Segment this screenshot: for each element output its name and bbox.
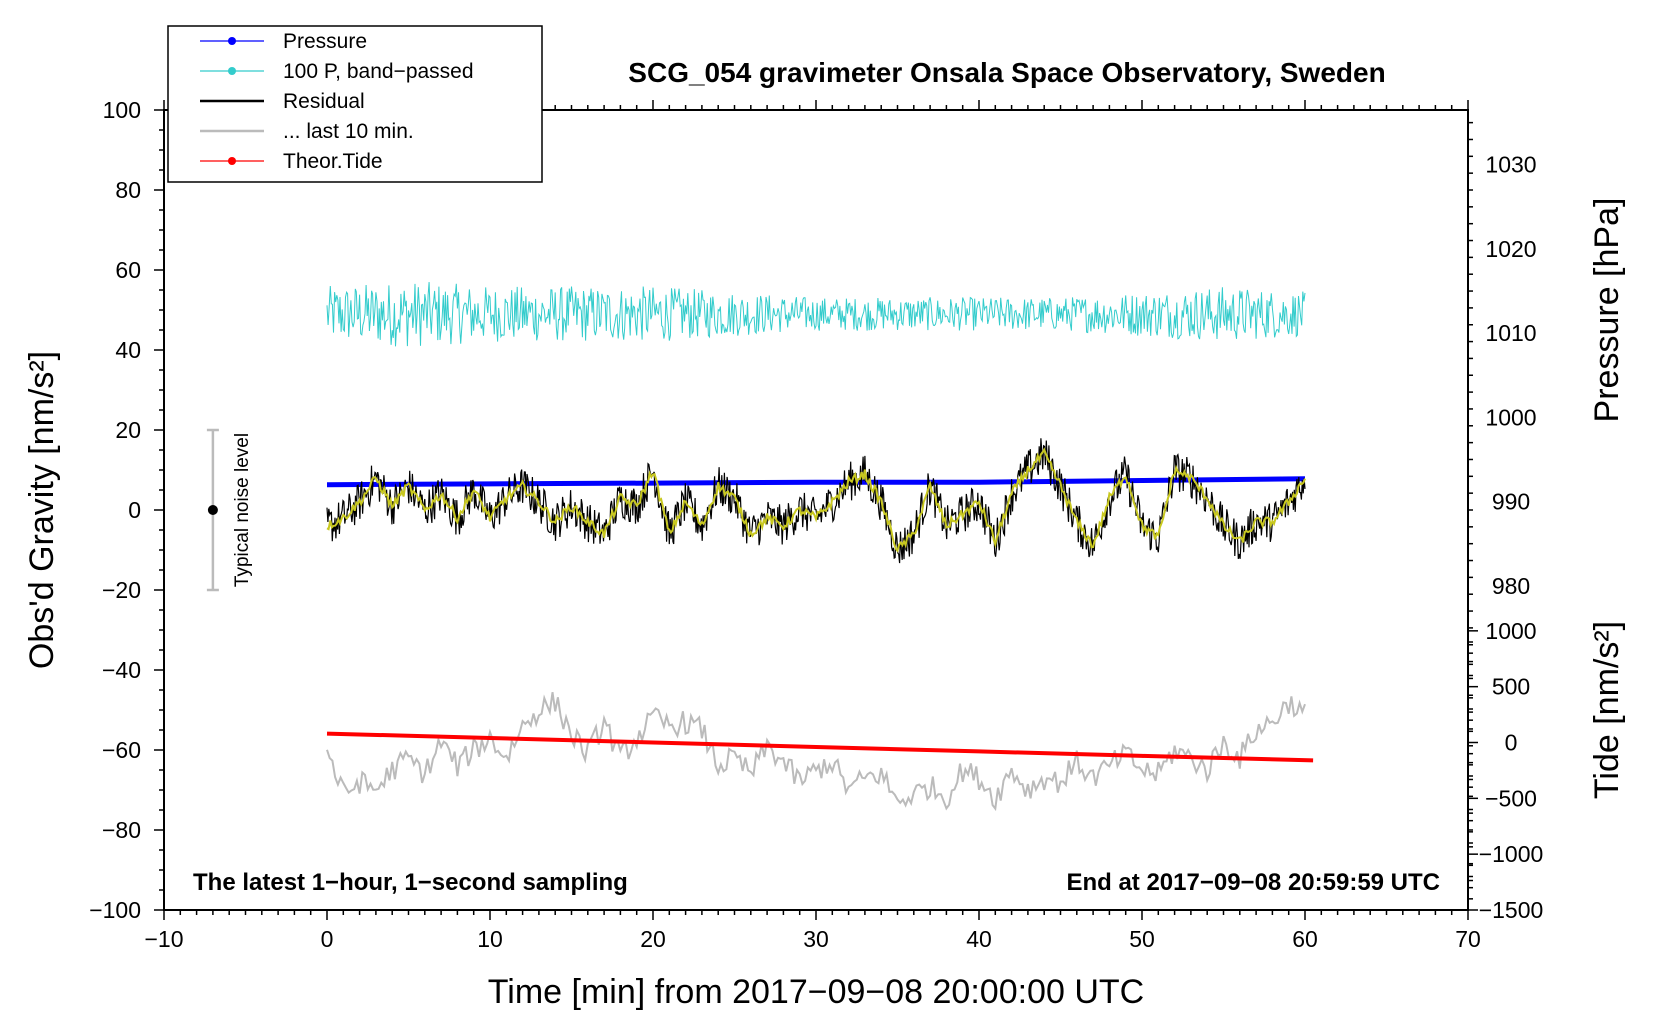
pressure-tick-labels: 1030 1020 1010 1000 990 980 (1485, 152, 1536, 599)
noise-level-label: Typical noise level (232, 433, 253, 587)
y-tick-label: 0 (128, 497, 141, 523)
tide-line (326, 731, 1314, 763)
y-tick-label: 20 (115, 417, 141, 443)
tide-tick-label: −1000 (1479, 841, 1544, 867)
chart-title: SCG_054 gravimeter Onsala Space Observat… (628, 57, 1385, 88)
series-pressure (326, 476, 1306, 488)
y-axis-title-pressure: Pressure [hPa] (1588, 198, 1626, 423)
legend-label: Residual (283, 90, 365, 113)
x-axis-title: Time [min] from 2017−09−08 20:00:00 UTC (488, 973, 1144, 1011)
legend-label: Pressure (283, 30, 367, 53)
tide-tick-label: −500 (1485, 785, 1537, 811)
pressure-tick-label: 980 (1492, 573, 1530, 599)
tide-tick-label: 0 (1505, 730, 1518, 756)
x-tick-labels: −10 0 10 20 30 40 50 60 70 (144, 926, 1480, 952)
sampling-note: The latest 1−hour, 1−second sampling (193, 869, 628, 896)
pressure-line (326, 476, 1306, 488)
x-tick-label: 0 (321, 926, 334, 952)
y-tick-label: −60 (102, 737, 141, 763)
end-time-note: End at 2017−09−08 20:59:59 UTC (1066, 869, 1440, 896)
noise-bar-center-dot (207, 505, 218, 515)
tide-tick-label: 500 (1492, 674, 1530, 700)
legend-label: ... last 10 min. (283, 120, 414, 143)
residual-line (326, 438, 1306, 564)
legend-marker (228, 37, 236, 45)
legend-label: 100 P, band−passed (283, 60, 474, 83)
legend-box (167, 25, 543, 183)
legend-marker (228, 67, 236, 75)
series-pressure-bandpassed (326, 282, 1306, 347)
y-tick-labels: 100 80 60 40 20 0 −20 −40 −60 −80 −100 (89, 97, 141, 923)
x-tick-label: 60 (1292, 926, 1318, 952)
legend-item: ... last 10 min. (200, 120, 414, 143)
x-tick-label: 30 (803, 926, 829, 952)
x-tick-label: 40 (966, 926, 992, 952)
legend-item: Residual (200, 90, 365, 113)
x-tick-label: 70 (1455, 926, 1481, 952)
series-residual (326, 438, 1306, 564)
y-tick-label: −80 (102, 817, 141, 843)
y-tick-label: 100 (103, 97, 141, 123)
legend-item: Theor.Tide (200, 150, 383, 173)
y-tick-label: −100 (89, 897, 141, 923)
noise-level-indicator: Typical noise level (206, 428, 253, 592)
tide-tick-label: 1000 (1485, 618, 1536, 644)
tide-tick-labels: 1000 500 0 −500 −1000 −1500 (1479, 618, 1544, 923)
x-tick-label: −10 (144, 926, 183, 952)
legend-label: Theor.Tide (283, 150, 383, 173)
legend-item: Pressure (200, 30, 367, 53)
series-last-10-min (326, 692, 1306, 812)
legend-marker (228, 157, 236, 165)
y-tick-label: 40 (115, 337, 141, 363)
x-tick-label: 10 (477, 926, 503, 952)
pressure-tick-label: 1000 (1485, 404, 1536, 430)
pressure-tick-label: 1030 (1485, 152, 1536, 178)
x-tick-label: 50 (1129, 926, 1155, 952)
legend-item: 100 P, band−passed (200, 60, 474, 83)
y-tick-label: −40 (102, 657, 141, 683)
residual-smoothed-line (326, 447, 1306, 553)
y-tick-label: 60 (115, 257, 141, 283)
x-tick-label: 20 (640, 926, 666, 952)
pressure-tick-label: 1010 (1485, 320, 1536, 346)
series-theoretical-tide (326, 731, 1314, 763)
bandpassed-pressure-line (326, 282, 1306, 347)
legend: Pressure 100 P, band−passed Residual ... la… (167, 25, 543, 183)
pressure-tick-label: 1020 (1485, 236, 1536, 262)
y-tick-label: 80 (115, 177, 141, 203)
y-axis-title-tide: Tide [nm/s²] (1588, 621, 1626, 799)
y-tick-label: −20 (102, 577, 141, 603)
last-10-min-line (326, 692, 1306, 812)
tide-tick-label: −1500 (1479, 897, 1544, 923)
y-axis-title-left: Obs'd Gravity [nm/s²] (23, 351, 61, 669)
pressure-tick-label: 990 (1492, 489, 1530, 515)
